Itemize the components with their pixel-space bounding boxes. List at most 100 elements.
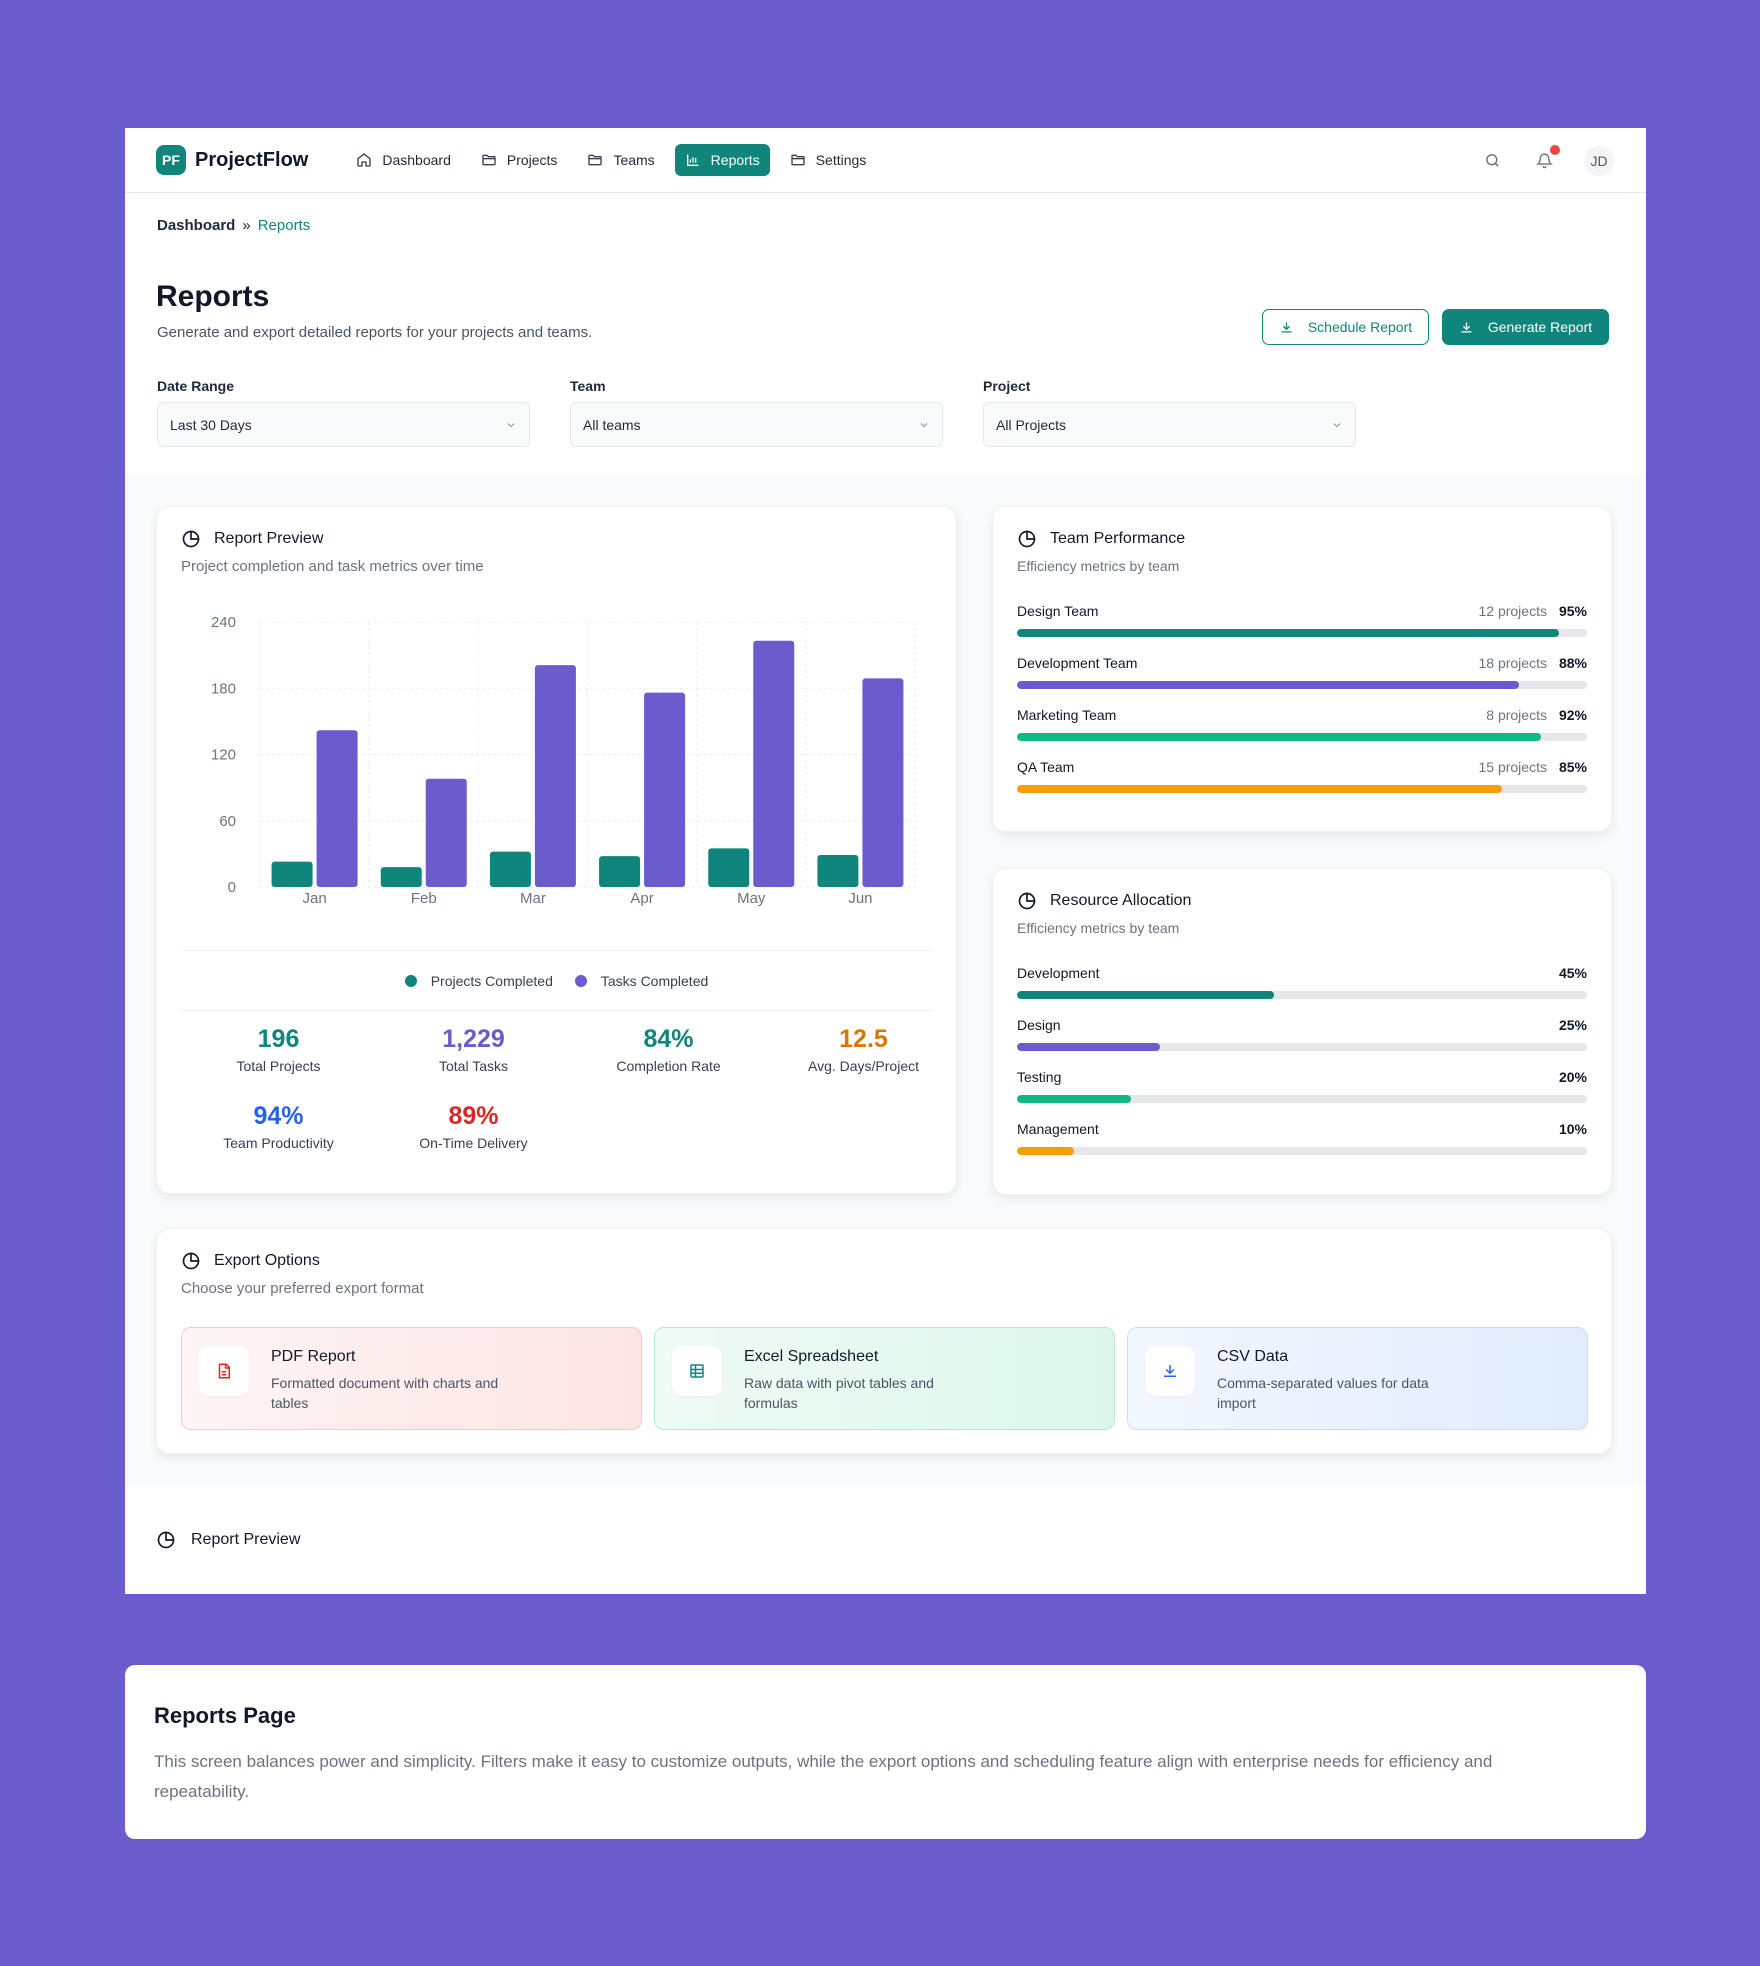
- export-option-title: CSV Data: [1217, 1348, 1289, 1365]
- resource-name: Testing: [1017, 1069, 1062, 1085]
- chart: 240 180 120 60 0 Jan Feb Mar Apr May Jun: [157, 602, 958, 942]
- team-name: Design Team: [1017, 603, 1099, 619]
- team-label: Team: [570, 378, 606, 394]
- stat-value: 94%: [253, 1102, 304, 1130]
- progress-fill: [1017, 629, 1559, 637]
- team-pct: 85%: [1558, 759, 1587, 775]
- bar-tasks-apr: [644, 692, 686, 887]
- top-nav: PF ProjectFlow Dashboard Projects Teams …: [125, 128, 1646, 193]
- pie-chart-icon: [157, 1531, 175, 1549]
- bar-tasks-mar: [534, 665, 576, 887]
- export-option-desc: Comma-separated values for data import: [1217, 1375, 1429, 1411]
- home-icon: [357, 153, 372, 167]
- legend-item-tasks[interactable]: Tasks Completed: [574, 973, 708, 989]
- download-icon: [1461, 322, 1472, 332]
- team-pct: 95%: [1558, 603, 1587, 619]
- team-pct: 88%: [1558, 655, 1587, 671]
- resource-name: Development: [1017, 965, 1100, 981]
- breadcrumb-separator: »: [242, 217, 251, 234]
- y-tick-label: 180: [211, 680, 236, 697]
- nav-item-dashboard[interactable]: Dashboard: [346, 144, 461, 176]
- bottom-report-preview[interactable]: Report Preview: [156, 1530, 300, 1550]
- resource-row-development: Development 45%: [1017, 965, 1587, 1017]
- x-tick-label: May: [737, 890, 766, 907]
- team-value: All teams: [583, 416, 641, 433]
- x-tick-label: Apr: [630, 890, 653, 907]
- resource-list: Development 45% Design 25% Testing 20% Mana…: [1017, 965, 1587, 1173]
- progress-fill: [1017, 1043, 1160, 1051]
- breadcrumb-home[interactable]: Dashboard: [157, 217, 236, 234]
- resource-allocation-title: Resource Allocation: [1050, 892, 1192, 909]
- report-preview-card: Report Preview Project completion and ta…: [156, 506, 957, 1194]
- progress-fill: [1017, 681, 1519, 689]
- resource-row-design: Design 25%: [1017, 1017, 1587, 1069]
- stat-label: Avg. Days/Project: [807, 1058, 919, 1074]
- export-excel-option[interactable]: Excel Spreadsheet Raw data with pivot ta…: [654, 1327, 1115, 1430]
- breadcrumb: Dashboard » Reports: [157, 217, 310, 234]
- project-label: Project: [983, 378, 1031, 394]
- content-area: Report Preview Project completion and ta…: [125, 473, 1646, 1486]
- download-icon: [1164, 1365, 1176, 1377]
- x-tick-label: Jun: [848, 890, 872, 907]
- nav-item-teams[interactable]: Teams: [577, 144, 664, 176]
- progress-fill: [1017, 991, 1274, 999]
- chart-legend: Projects Completed Tasks Completed: [181, 950, 932, 1011]
- logo[interactable]: PF ProjectFlow: [156, 145, 308, 175]
- stat-value: 84%: [643, 1025, 694, 1053]
- page-subtitle: Generate and export detailed reports for…: [157, 324, 593, 341]
- avatar[interactable]: JD: [1584, 145, 1614, 176]
- y-tick-label: 0: [228, 879, 236, 896]
- resource-row-management: Management 10%: [1017, 1121, 1587, 1173]
- nav-label: Settings: [815, 152, 867, 168]
- nav-item-projects[interactable]: Projects: [471, 144, 568, 176]
- progress-track: [1017, 629, 1587, 637]
- date-range-select[interactable]: Last 30 Days: [157, 402, 530, 447]
- export-options-subtitle: Choose your preferred export format: [181, 1280, 424, 1297]
- stat-value: 196: [257, 1025, 300, 1053]
- progress-fill: [1017, 785, 1502, 793]
- stat-value: 1,229: [442, 1025, 505, 1053]
- team-select[interactable]: All teams: [570, 402, 943, 447]
- stat-label: Completion Rate: [616, 1058, 721, 1074]
- bar-projects-feb: [380, 867, 422, 887]
- bar-projects-mar: [489, 851, 531, 887]
- legend-item-projects[interactable]: Projects Completed: [404, 973, 553, 989]
- stat-label: Total Tasks: [439, 1058, 508, 1074]
- search-button[interactable]: [1480, 149, 1504, 173]
- schedule-report-button[interactable]: Schedule Report: [1262, 309, 1429, 345]
- y-tick-label: 120: [211, 747, 236, 764]
- export-csv-option[interactable]: CSV Data Comma-separated values for data…: [1127, 1327, 1588, 1430]
- notifications-button[interactable]: [1532, 144, 1560, 173]
- nav-label: Reports: [710, 152, 760, 168]
- pie-chart-icon: [182, 1252, 200, 1270]
- bar-chart: 240 180 120 60 0 Jan Feb Mar Apr May Jun: [211, 614, 916, 907]
- bar-projects-jun: [817, 854, 859, 887]
- resource-pct: 25%: [1558, 1017, 1587, 1033]
- chevron-down-icon: [507, 422, 515, 427]
- team-performance-title: Team Performance: [1050, 530, 1186, 547]
- date-range-value: Last 30 Days: [170, 416, 252, 433]
- nav-item-reports[interactable]: Reports: [674, 144, 770, 176]
- resource-name: Management: [1017, 1121, 1099, 1137]
- team-name: Development Team: [1017, 655, 1138, 671]
- nav-item-settings[interactable]: Settings: [780, 144, 877, 176]
- team-row-qa: QA Team 15 projects 85%: [1017, 759, 1587, 811]
- stat-label: On-Time Delivery: [419, 1135, 528, 1151]
- project-select[interactable]: All Projects: [983, 402, 1356, 447]
- breadcrumb-current: Reports: [257, 217, 311, 234]
- logo-badge: PF: [156, 145, 186, 175]
- stat-value: 12.5: [839, 1025, 888, 1053]
- nav-label: Teams: [613, 152, 655, 168]
- legend-dot: [404, 974, 417, 987]
- search-icon: [1485, 154, 1499, 167]
- progress-fill: [1017, 1147, 1074, 1155]
- team-projects: 8 projects: [1486, 707, 1547, 723]
- stat-avg-days: 12.5 Avg. Days/Project: [766, 1025, 961, 1074]
- progress-fill: [1017, 733, 1542, 741]
- stat-total-tasks: 1,229 Total Tasks: [376, 1025, 571, 1074]
- export-pdf-option[interactable]: PDF Report Formatted document with chart…: [181, 1327, 642, 1430]
- progress-track: [1017, 733, 1587, 741]
- nav-label: Dashboard: [382, 152, 451, 168]
- team-projects: 12 projects: [1478, 603, 1547, 619]
- generate-report-button[interactable]: Generate Report: [1442, 309, 1609, 345]
